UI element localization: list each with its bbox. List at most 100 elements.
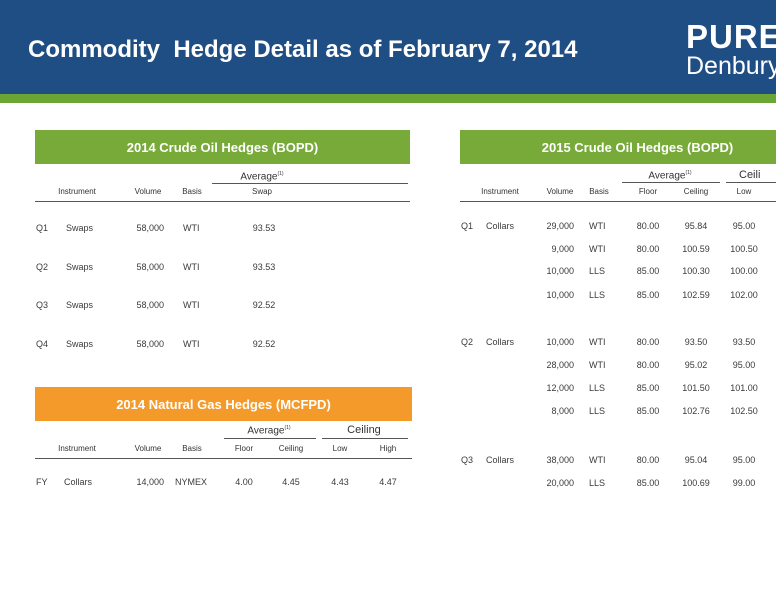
gas-2014-header-volume: Volume <box>134 444 162 453</box>
crude-2015-row-floor: 80.00 <box>636 360 660 370</box>
crude-2014-header-instrument: Instrument <box>58 187 96 196</box>
crude-2015-row-basis: WTI <box>589 360 606 370</box>
crude-2015-row-ceiling: 95.84 <box>684 221 708 231</box>
crude-2014-row-basis: WTI <box>183 262 200 272</box>
crude-2015-row-period: Q3 <box>461 455 474 465</box>
crude-2015-row-low: 95.00 <box>732 455 756 465</box>
crude-2015-row-instrument: Collars <box>486 455 515 465</box>
crude-2015-row-ceiling: 100.30 <box>682 266 710 276</box>
logo-text-bottom: Denbury <box>686 52 776 80</box>
gas-2014-average-line <box>224 438 316 439</box>
crude-2014-row-swap: 93.53 <box>252 223 276 233</box>
crude-2015-row-volume: 10,000 <box>546 290 574 300</box>
crude-2015-row-basis: WTI <box>589 337 606 347</box>
crude-2015-row-basis: WTI <box>589 221 606 231</box>
page-title: Commodity Hedge Detail as of February 7,… <box>28 36 578 63</box>
crude-2014-row-instrument: Swaps <box>66 339 94 349</box>
crude-2015-row-ceiling: 101.50 <box>682 383 710 393</box>
crude-2015-row-low: 102.00 <box>730 290 758 300</box>
crude-2015-row-basis: LLS <box>589 290 606 300</box>
crude-2015-row-floor: 80.00 <box>636 455 660 465</box>
crude-2014-row-swap: 92.52 <box>252 300 276 310</box>
crude-2015-row-low: 102.50 <box>730 406 758 416</box>
crude-2015-row-floor: 85.00 <box>636 290 660 300</box>
crude-2015-row-floor: 85.00 <box>636 406 660 416</box>
crude-2015-row-floor: 80.00 <box>636 337 660 347</box>
crude-2014-row-volume: 58,000 <box>136 262 164 272</box>
crude-2015-row-floor: 80.00 <box>636 244 660 254</box>
crude-2015-row-low: 95.00 <box>732 221 756 231</box>
crude-2014-row-volume: 58,000 <box>136 300 164 310</box>
crude-2015-row-ceiling: 95.02 <box>684 360 708 370</box>
gas-2014-row-high: 4.47 <box>379 477 397 487</box>
crude-2015-row-volume: 20,000 <box>546 478 574 488</box>
crude-2014-row-basis: WTI <box>183 300 200 310</box>
crude-2014-row-swap: 92.52 <box>252 339 276 349</box>
crude-2015-row-basis: LLS <box>589 406 606 416</box>
crude-2015-group-average: Average(1) <box>648 170 692 182</box>
crude-2015-row-volume: 9,000 <box>551 244 574 254</box>
crude-2014-row-period: Q2 <box>36 262 49 272</box>
crude-2015-header-floor: Floor <box>638 187 658 196</box>
logo-text-top: PURE <box>686 18 776 55</box>
crude-2014-row-instrument: Swaps <box>66 300 94 310</box>
crude-2015-row-volume: 8,000 <box>551 406 574 416</box>
crude-2015-header-ceiling: Ceiling <box>683 187 709 196</box>
header-bar: Commodity Hedge Detail as of February 7,… <box>0 0 776 94</box>
crude-2015-row-instrument: Collars <box>486 221 515 231</box>
crude-2015-row-volume: 12,000 <box>546 383 574 393</box>
crude-2015-row-basis: WTI <box>589 244 606 254</box>
crude-2015-header-basis: Basis <box>589 187 609 196</box>
gas-2014-row-basis: NYMEX <box>175 477 208 487</box>
crude-2015-row-floor: 80.00 <box>636 221 660 231</box>
crude-2015-row-ceiling: 93.50 <box>684 337 708 347</box>
crude-2015-row-ceiling: 100.69 <box>682 478 710 488</box>
crude-2014-row-basis: WTI <box>183 339 200 349</box>
crude-2015-row-instrument: Collars <box>486 337 515 347</box>
gas-2014-header-ceiling: Ceiling <box>278 444 304 453</box>
crude-2014-row-period: Q3 <box>36 300 49 310</box>
gas-2014-row-low: 4.43 <box>331 477 349 487</box>
gas-2014-row-floor: 4.00 <box>235 477 253 487</box>
gas-2014-group-average: Average(1) <box>247 425 291 437</box>
crude-2015-row-ceiling: 102.59 <box>682 290 710 300</box>
crude-2014-group-average: Average(1) <box>240 171 284 183</box>
crude-2015-row-floor: 85.00 <box>636 383 660 393</box>
gas-2014-row-volume: 14,000 <box>136 477 164 487</box>
crude-2015-header-low: Low <box>736 187 752 196</box>
crude-2015-ceiling-line <box>726 182 776 183</box>
crude-2014-header-basis: Basis <box>182 187 202 196</box>
crude-2014-row-volume: 58,000 <box>136 339 164 349</box>
gas-2014-header-floor: Floor <box>234 444 254 453</box>
crude-2015-row-volume: 28,000 <box>546 360 574 370</box>
gas-2014-row-ceiling: 4.45 <box>282 477 300 487</box>
crude-2015-row-volume: 10,000 <box>546 337 574 347</box>
crude-2015-header-line <box>460 201 776 202</box>
crude-2015-row-period: Q1 <box>461 221 474 231</box>
gas-2014-header-line <box>35 458 412 459</box>
crude-2015-row-volume: 38,000 <box>546 455 574 465</box>
crude-2015-row-floor: 85.00 <box>636 478 660 488</box>
crude-2015-row-low: 95.00 <box>732 360 756 370</box>
gas-2014-header-instrument: Instrument <box>58 444 96 453</box>
crude-2014-row-instrument: Swaps <box>66 262 94 272</box>
crude-2014-group-line <box>212 183 408 184</box>
header-accent-bar <box>0 94 776 103</box>
crude-2014-header-line <box>35 201 410 202</box>
crude-2015-average-line <box>622 182 720 183</box>
crude-2014-header-volume: Volume <box>134 187 162 196</box>
crude-2014-title: 2014 Crude Oil Hedges (BOPD) <box>35 130 410 164</box>
crude-2015-row-basis: LLS <box>589 266 606 276</box>
crude-2015-row-basis: LLS <box>589 383 606 393</box>
crude-2014-row-basis: WTI <box>183 223 200 233</box>
crude-2015-row-basis: WTI <box>589 455 606 465</box>
gas-2014-title: 2014 Natural Gas Hedges (MCFPD) <box>35 387 412 421</box>
gas-2014-header-low: Low <box>332 444 348 453</box>
crude-2015-group-ceiling: Ceili <box>739 169 761 181</box>
gas-2014-row-period: FY <box>36 477 48 487</box>
crude-2015-row-floor: 85.00 <box>636 266 660 276</box>
crude-2015-header-volume: Volume <box>546 187 574 196</box>
crude-2014-row-instrument: Swaps <box>66 223 94 233</box>
gas-2014-header-basis: Basis <box>182 444 202 453</box>
crude-2015-row-low: 93.50 <box>732 337 756 347</box>
